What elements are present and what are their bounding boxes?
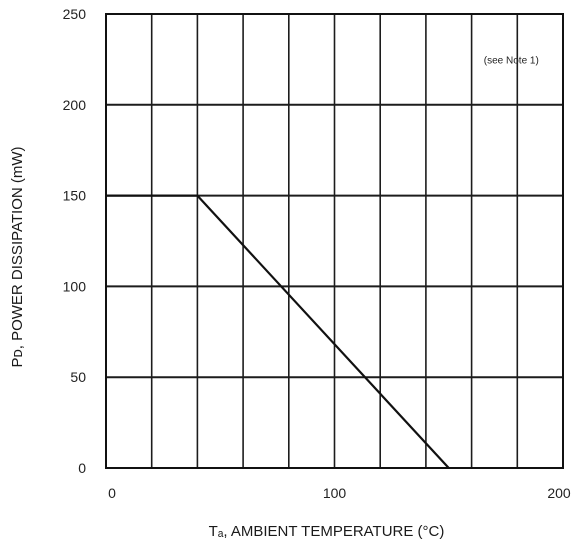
x-tick-labels: 0 100 200 <box>108 485 571 501</box>
x-tick-label: 100 <box>323 485 347 501</box>
y-tick-labels: 0 50 100 150 200 250 <box>63 6 87 476</box>
plot-frame <box>105 13 564 469</box>
series-line <box>106 194 450 469</box>
y-tick-label: 100 <box>63 278 87 294</box>
y-tick-label: 250 <box>63 6 87 22</box>
note-annotation: (see Note 1) <box>484 55 539 66</box>
grid <box>106 14 563 468</box>
x-axis-label: Tₐ, AMBIENT TEMPERATURE (°C) <box>209 523 445 540</box>
y-axis-label: Pᴅ, POWER DISSIPATION (mW) <box>9 146 26 367</box>
y-tick-label: 150 <box>63 188 87 204</box>
x-tick-label: 0 <box>108 485 116 501</box>
y-tick-label: 0 <box>78 460 86 476</box>
x-tick-label: 200 <box>547 485 571 501</box>
series-group <box>106 194 450 469</box>
y-tick-label: 50 <box>70 369 86 385</box>
y-tick-label: 200 <box>63 97 87 113</box>
